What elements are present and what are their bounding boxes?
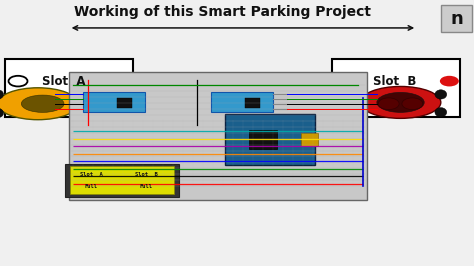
Text: Working of this Smart Parking Project: Working of this Smart Parking Project (74, 5, 371, 19)
Ellipse shape (72, 90, 84, 99)
Text: Slot  A: Slot A (42, 75, 86, 88)
Circle shape (378, 98, 399, 110)
Ellipse shape (72, 109, 84, 118)
Ellipse shape (377, 93, 424, 112)
FancyBboxPatch shape (5, 59, 133, 117)
Bar (211, 92, 273, 112)
Bar (441, 5, 472, 32)
Circle shape (440, 76, 459, 86)
Text: Full: Full (140, 184, 153, 189)
FancyBboxPatch shape (332, 59, 460, 117)
Ellipse shape (0, 88, 78, 120)
Ellipse shape (435, 108, 447, 117)
Text: n: n (450, 10, 463, 28)
Ellipse shape (0, 90, 3, 99)
Ellipse shape (354, 90, 366, 99)
Circle shape (402, 98, 423, 110)
Text: Full: Full (84, 184, 98, 189)
Text: Slot  B: Slot B (135, 172, 158, 177)
Circle shape (110, 76, 129, 86)
Ellipse shape (354, 108, 366, 117)
Bar (65, 164, 179, 197)
Ellipse shape (435, 90, 447, 99)
Circle shape (9, 76, 27, 86)
Bar (117, 98, 132, 108)
Ellipse shape (360, 86, 441, 118)
Bar (249, 130, 277, 149)
Bar (225, 114, 315, 165)
Bar (70, 166, 174, 194)
Bar (69, 72, 367, 200)
Bar (301, 133, 318, 146)
Ellipse shape (0, 109, 3, 118)
Text: Slot  B: Slot B (373, 75, 416, 88)
Ellipse shape (21, 95, 64, 113)
Circle shape (331, 76, 350, 86)
Bar (245, 98, 260, 108)
Text: Slot  A: Slot A (80, 172, 102, 177)
Bar (83, 92, 145, 112)
